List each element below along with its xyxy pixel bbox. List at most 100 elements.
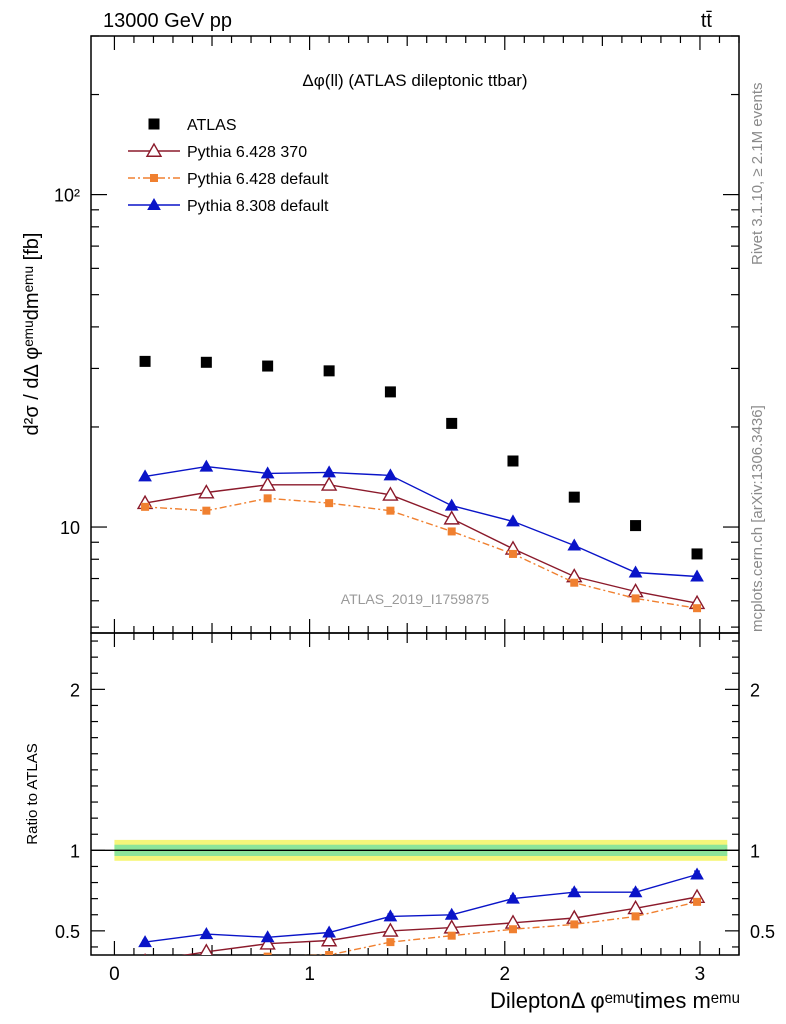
data-point [143, 953, 147, 955]
data-point [690, 867, 704, 880]
series-line [145, 873, 698, 943]
data-point [139, 355, 151, 367]
header-energy-label: 13000 GeV pp [103, 10, 232, 32]
ratio-panel: 0.5 0.5 1 1 2 2 0 1 2 3 Ratio to ATLAS DileptonΔ… [24, 632, 775, 1013]
data-point [628, 885, 643, 898]
data-point [259, 476, 276, 491]
main-title: Δφ(ll) (ATLAS dileptonic ttbar) [302, 71, 527, 90]
series-line [145, 497, 698, 609]
data-point [568, 491, 580, 503]
series-line [181, 896, 698, 955]
ratio-y-tick-label: 0.5 [55, 922, 80, 942]
legend-label: Pythia 8.308 default [187, 198, 329, 215]
legend-entry: ATLAS [148, 117, 237, 134]
x-tick-label: 3 [695, 964, 706, 985]
data-point [693, 604, 702, 613]
main-series-group [136, 355, 706, 613]
data-point [148, 118, 160, 130]
data-point [508, 925, 517, 934]
ratio-y-tick-label: 1 [750, 841, 760, 861]
data-point [631, 594, 640, 603]
rivet-version-label: Rivet 3.1.10, ≥ 2.1M events [749, 83, 766, 266]
data-point [506, 514, 520, 527]
series-pythia-8-308-default [138, 459, 704, 582]
ratio-plot-frame [90, 632, 740, 956]
legend-entry: Pythia 6.428 default [128, 171, 329, 188]
data-point [199, 943, 213, 955]
data-point [447, 527, 456, 536]
data-point [199, 927, 214, 940]
data-point [320, 932, 338, 947]
legend-label: Pythia 6.428 default [187, 171, 329, 188]
ratio-y-axis-label: Ratio to ATLAS [24, 743, 41, 844]
data-point [263, 952, 272, 955]
data-point [259, 935, 276, 950]
main-y-tick-label: 10 [60, 518, 80, 538]
x-axis-label: DileptonΔ φᵉᵐᵘtimes mᵉᵐᵘ [490, 988, 740, 1013]
mcplots-source-label: mcplots.cern.ch [arXiv:1306.3436] [749, 405, 766, 632]
ratio-x-ticks: 0 1 2 3 [109, 633, 740, 985]
data-point [507, 455, 519, 467]
data-point [382, 922, 399, 937]
main-y-axis-label: d²σ / dΔ φᵉᵐᵘdmᵉᵐᵘ [fb] [21, 233, 43, 436]
data-point [444, 498, 459, 511]
data-point [138, 935, 152, 948]
data-point [202, 506, 211, 515]
x-tick-label: 2 [499, 964, 510, 985]
data-point [138, 469, 152, 482]
data-point [631, 912, 640, 921]
data-point [447, 931, 456, 940]
main-y-tick-label: 10² [54, 186, 80, 206]
data-point [145, 142, 163, 157]
series-line [144, 465, 698, 578]
x-tick-label: 0 [109, 964, 120, 985]
series-pythia-6-428-370 [136, 476, 706, 610]
ratio-y-tick-label: 2 [70, 680, 80, 700]
data-point [384, 386, 396, 398]
legend-entry: Pythia 8.308 default [128, 197, 329, 215]
data-point [147, 197, 161, 210]
data-point [691, 548, 703, 560]
main-x-ticks [113, 36, 740, 633]
data-point [386, 938, 395, 947]
data-point [383, 468, 398, 481]
data-point [690, 569, 704, 582]
data-point [630, 520, 642, 532]
legend-label: Pythia 6.428 370 [187, 144, 307, 161]
data-point [506, 891, 520, 904]
legend-entry: Pythia 6.428 370 [128, 142, 307, 161]
legend: ATLAS Pythia 6.428 370 Pythia 6.428 defaul… [128, 117, 329, 215]
ratio-uncertainty-band [91, 839, 739, 861]
data-point [320, 476, 338, 491]
data-point [323, 365, 335, 377]
ratio-y-tick-label: 2 [750, 680, 760, 700]
legend-label: ATLAS [187, 117, 237, 134]
data-point [446, 417, 458, 429]
data-point [325, 499, 334, 508]
data-point [202, 959, 210, 967]
data-point [263, 494, 272, 503]
data-point [260, 466, 275, 479]
analysis-watermark: ATLAS_2019_I1759875 [341, 591, 490, 607]
header-process-label: tt̄ [701, 10, 713, 32]
data-point [150, 174, 158, 182]
data-point [567, 885, 582, 898]
ratio-y-ticks: 0.5 0.5 1 1 2 2 [55, 640, 775, 948]
data-point [141, 962, 149, 970]
data-point [322, 465, 336, 478]
main-y-ticks: 10 10² [54, 35, 739, 628]
data-point [628, 565, 643, 578]
data-point [444, 907, 459, 920]
data-point [383, 909, 398, 922]
data-point [198, 484, 215, 499]
data-point [141, 502, 150, 511]
data-point [322, 925, 336, 938]
data-point [508, 549, 517, 558]
data-point [567, 538, 582, 551]
main-panel: 10 10² Δφ(ll) (ATLAS dileptonic ttbar) AT… [21, 35, 740, 634]
data-point [570, 578, 579, 587]
data-point [386, 506, 395, 515]
series-pythia-6-428-default [141, 897, 702, 970]
data-point [325, 951, 334, 955]
